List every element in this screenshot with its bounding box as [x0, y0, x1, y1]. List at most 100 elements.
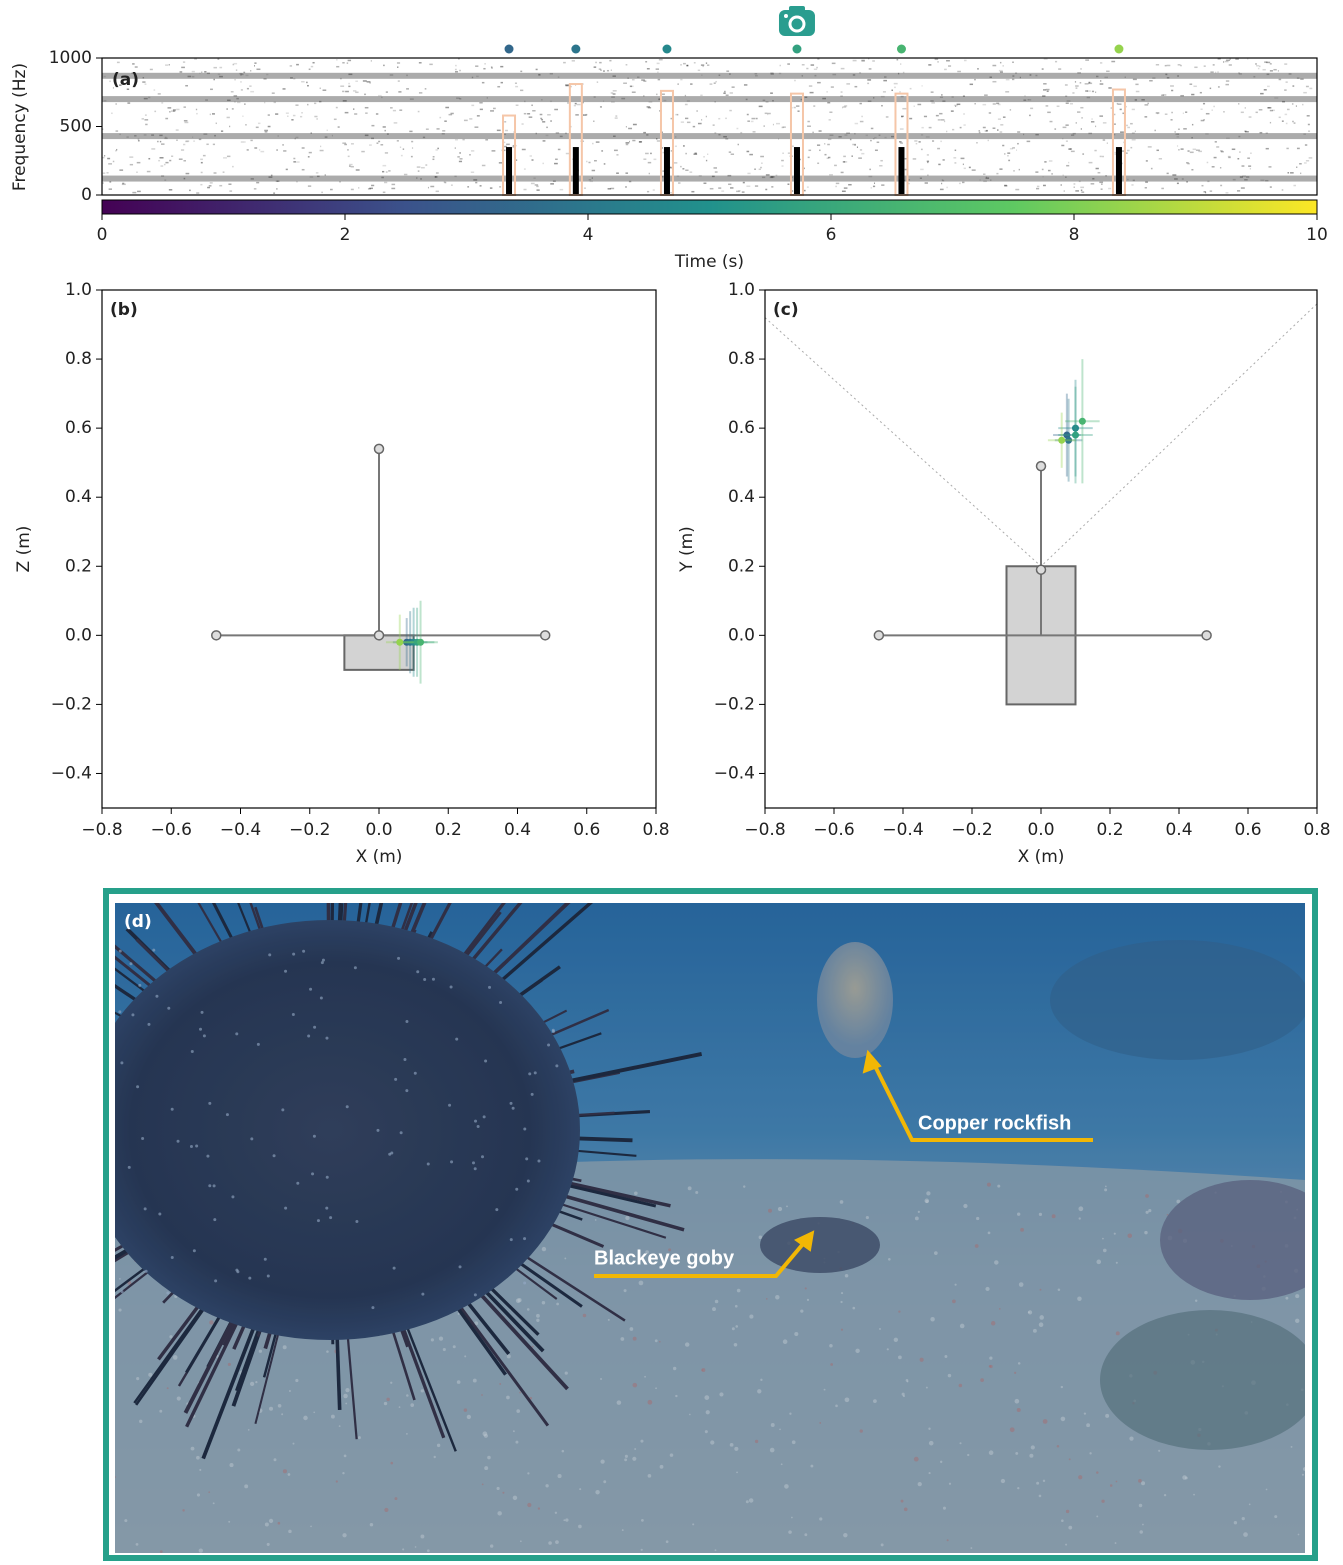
noise-speck	[157, 93, 161, 95]
urchin-speck	[250, 1137, 254, 1141]
rock	[1160, 1180, 1305, 1300]
urchin-speck	[551, 1030, 555, 1034]
noise-speck	[1030, 107, 1034, 110]
noise-speck	[1047, 169, 1051, 172]
noise-speck	[350, 165, 354, 168]
sand-grain	[714, 1549, 717, 1552]
annotation: Copper rockfish	[918, 1112, 1071, 1134]
noise-speck	[389, 74, 394, 76]
noise-speck	[690, 83, 693, 85]
noise-speck	[469, 154, 471, 156]
noise-speck	[611, 96, 615, 98]
noise-speck	[352, 90, 357, 92]
noise-speck	[776, 122, 780, 125]
noise-speck	[209, 182, 213, 184]
noise-speck	[632, 139, 636, 142]
noise-speck	[240, 141, 245, 143]
sand-grain	[900, 1499, 904, 1503]
noise-speck	[698, 175, 702, 177]
sand-grain	[926, 1191, 931, 1196]
noise-speck	[726, 70, 730, 72]
sand-grain	[749, 1314, 754, 1319]
noise-speck	[352, 108, 355, 110]
y-tick-label: 0.6	[65, 418, 92, 438]
sand-grain	[273, 1458, 277, 1462]
noise-speck	[962, 181, 965, 184]
noise-speck	[997, 129, 999, 131]
noise-speck	[996, 172, 999, 175]
noise-speck	[185, 84, 189, 87]
noise-speck	[872, 60, 875, 62]
noise-speck	[1035, 171, 1039, 173]
noise-speck	[1044, 161, 1047, 163]
x-tick-label: −0.2	[951, 820, 992, 840]
sand-grain	[625, 1215, 630, 1221]
noise-speck	[1269, 63, 1272, 65]
sand-grain	[775, 1295, 780, 1300]
noise-speck	[108, 188, 113, 190]
urchin-speck	[118, 1010, 122, 1014]
noise-speck	[926, 160, 930, 163]
noise-speck	[813, 68, 818, 71]
noise-speck	[1072, 132, 1076, 135]
noise-speck	[564, 132, 567, 135]
noise-speck	[1288, 73, 1292, 75]
call	[898, 147, 905, 195]
noise-speck	[953, 157, 957, 159]
noise-speck	[1080, 68, 1082, 70]
x-tick-label: −0.8	[81, 820, 122, 840]
sand-grain	[1042, 1419, 1048, 1424]
sand-grain	[1036, 1481, 1040, 1485]
sand-grain	[537, 1507, 541, 1510]
camera-icon	[778, 6, 815, 36]
noise-speck	[907, 182, 910, 185]
sand-grain	[1295, 1318, 1300, 1323]
noise-speck	[381, 96, 383, 99]
noise-speck	[273, 192, 276, 194]
noise-speck	[1249, 167, 1251, 170]
sand-grain	[919, 1357, 924, 1362]
noise-speck	[940, 119, 945, 121]
noise-speck	[144, 119, 149, 121]
urchin-speck	[523, 1237, 527, 1241]
urchin-speck	[208, 1184, 212, 1188]
noise-speck	[628, 180, 632, 183]
noise-speck	[808, 149, 812, 152]
y-tick-label: 0.0	[65, 625, 92, 645]
noise-speck	[1113, 113, 1116, 116]
sand-grain	[959, 1323, 965, 1329]
urchin-speck	[431, 977, 435, 981]
noise-speck	[333, 118, 337, 121]
noise-speck	[647, 161, 652, 164]
sand-grain	[118, 1308, 122, 1312]
sand-grain	[629, 1327, 634, 1331]
noise-speck	[1155, 112, 1160, 114]
noise-speck	[709, 187, 714, 190]
sand-grain	[563, 1519, 566, 1522]
sand-grain	[420, 1534, 425, 1539]
sand-grain	[669, 1453, 674, 1457]
noise-speck	[1068, 148, 1072, 150]
noise-speck	[901, 115, 903, 118]
sand-grain	[1243, 1532, 1248, 1537]
noise-speck	[1255, 111, 1258, 114]
noise-speck	[989, 76, 992, 78]
noise-speck	[1065, 95, 1068, 97]
noise-speck	[1266, 61, 1271, 64]
noise-speck	[746, 150, 750, 153]
noise-speck	[822, 97, 826, 100]
sand-grain	[990, 1321, 996, 1326]
urchin-speck	[537, 1159, 541, 1163]
noise-speck	[541, 99, 543, 101]
noise-speck	[714, 132, 717, 134]
noise-speck	[153, 89, 156, 91]
urchin-speck	[399, 1131, 403, 1135]
sand-grain	[244, 1484, 249, 1489]
sand-grain	[791, 1440, 796, 1445]
noise-speck	[1035, 74, 1038, 77]
noise-speck	[594, 159, 597, 162]
noise-speck	[490, 66, 493, 68]
urchin-speck	[120, 1290, 124, 1294]
noise-speck	[1027, 99, 1030, 101]
noise-speck	[1127, 126, 1130, 129]
